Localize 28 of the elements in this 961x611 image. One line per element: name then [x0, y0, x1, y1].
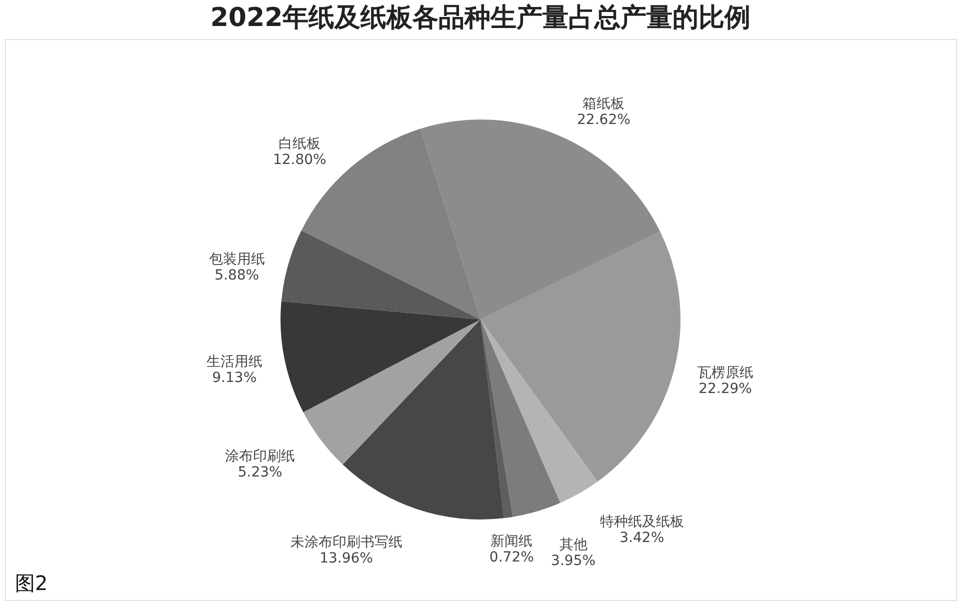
pie-slice — [480, 320, 560, 517]
data-label: 3.42% — [620, 530, 664, 546]
data-label: 22.62% — [577, 112, 630, 128]
slice-label: 白纸板 — [278, 136, 321, 152]
slice-label: 瓦楞原纸 — [697, 364, 754, 381]
data-label: 13.96% — [320, 550, 373, 566]
data-label: 22.29% — [698, 380, 752, 397]
pie-slice — [342, 320, 504, 520]
data-label: 3.95% — [551, 553, 596, 570]
data-label: 5.88% — [214, 267, 260, 284]
slice-label: 未涂布印刷书写纸 — [290, 534, 402, 550]
pie-slice — [480, 320, 513, 518]
slice-label: 其他 — [559, 537, 588, 554]
data-label: 9.13% — [212, 370, 257, 386]
caption: 图2 — [15, 571, 48, 595]
pie-slice — [281, 230, 480, 320]
pie-slice — [480, 320, 598, 503]
chart-title: 2022年纸及纸板各品种生产量占总产量的比例 — [210, 3, 751, 33]
data-label: 0.72% — [489, 549, 534, 566]
slice-label: 涂布印刷纸 — [225, 448, 296, 464]
slice-label: 箱纸板 — [582, 96, 625, 112]
data-label: 5.23% — [238, 464, 282, 480]
slice-label: 特种纸及纸板 — [600, 514, 684, 530]
pie-slice — [280, 301, 480, 412]
slice-label: 包装用纸 — [208, 251, 265, 268]
slice-label: 生活用纸 — [206, 354, 262, 370]
slice-label: 新闻纸 — [490, 533, 533, 550]
data-label: 12.80% — [272, 152, 326, 168]
